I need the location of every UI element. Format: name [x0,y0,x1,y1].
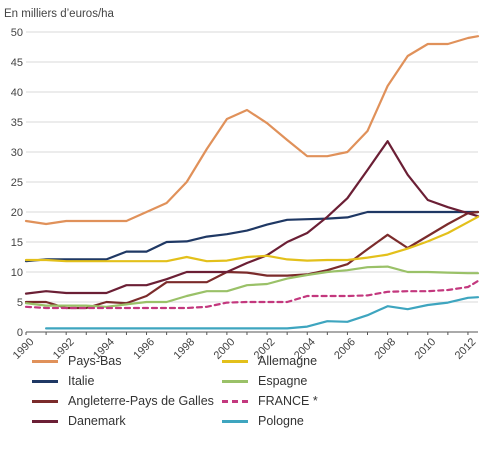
y-tick-label: 45 [11,57,23,69]
legend-label: Pologne [258,414,304,428]
legend-swatch [32,379,58,383]
legend-label: Pays-Bas [68,354,122,368]
legend-item: Angleterre-Pays de Galles [32,392,214,410]
series-line-4 [24,215,480,263]
y-tick-label: 0 [17,327,23,339]
legend-swatch [222,399,248,403]
y-tick-label: 50 [11,27,23,39]
legend-item: Espagne [222,372,307,390]
series-line-7 [44,296,480,330]
legend-item: Danemark [32,412,126,430]
legend-label: Angleterre-Pays de Galles [68,394,214,408]
legend-label: Espagne [258,374,308,388]
x-tick-label: 2012 [453,336,479,362]
legend-swatch [222,359,248,363]
series-line-3 [24,140,480,295]
x-tick-label: 2006 [332,336,358,362]
y-tick-label: 20 [11,207,23,219]
legend-item: Allemagne [222,352,317,370]
y-tick-label: 10 [11,267,23,279]
y-tick-label: 40 [11,87,23,99]
legend-swatch [222,379,248,383]
series-line-6 [24,279,480,310]
legend-item: Italie [32,372,94,390]
y-tick-label: 15 [11,237,23,249]
legend-item: FRANCE * [222,392,318,410]
series-line-1 [24,210,480,263]
y-axis-label: En milliers d’euros/ha [4,8,115,20]
legend-swatch [222,419,248,423]
legend-label: Danemark [68,414,126,428]
series-line-5 [24,265,480,308]
legend-swatch [32,399,58,403]
y-tick-label: 30 [11,147,23,159]
legend-label: Italie [68,374,95,388]
x-tick-label: 1998 [171,336,197,362]
x-tick-label: 2010 [413,336,439,362]
x-tick-label: 1996 [131,336,157,362]
legend-label: Allemagne [258,354,318,368]
series-line-0 [24,35,480,226]
x-tick-label: 2008 [372,336,398,362]
grid [26,31,478,333]
series-lines [24,35,480,330]
y-tick-label: 25 [11,177,23,189]
y-tick-label: 5 [17,297,23,309]
series-line-2 [24,210,480,310]
legend-swatch [32,359,58,363]
legend-label: FRANCE * [258,394,318,408]
legend-item: Pays-Bas [32,352,122,370]
legend-item: Pologne [222,412,304,430]
y-tick-label: 35 [11,117,23,129]
legend-swatch [32,419,58,423]
